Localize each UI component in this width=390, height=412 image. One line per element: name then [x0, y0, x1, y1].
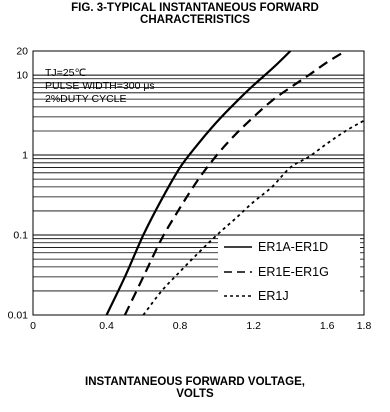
series-line-er1e-er1g	[123, 50, 347, 316]
x-axis-label-line2: VOLTS	[176, 388, 214, 400]
condition-tj: TJ=25℃	[45, 67, 86, 79]
x-tick-label: 1.2	[246, 320, 261, 332]
legend-label-er1e-er1g: ER1E-ER1G	[258, 265, 329, 279]
y-tick-label: 1	[22, 150, 28, 162]
x-tick-label: 1.8	[357, 320, 372, 332]
test-conditions: TJ=25℃ PULSE WIDTH=300 μs 2%DUTY CYCLE	[45, 67, 155, 105]
x-tick-labels: 0 0.4 0.8 1.2 1.6 1.8	[30, 320, 371, 332]
x-tick-label: 0.8	[173, 320, 188, 332]
chart-title-line2: CHARACTERISTICS	[140, 14, 250, 26]
x-tick-label: 0	[30, 320, 36, 332]
y-tick-label: 0.01	[8, 310, 29, 322]
x-axis-label-line1: INSTANTANEOUS FORWARD VOLTAGE,	[85, 376, 305, 388]
x-tick-label: 1.6	[320, 320, 335, 332]
series-line-er1j	[142, 119, 365, 316]
legend-label-er1j: ER1J	[258, 289, 289, 303]
y-tick-label: 10	[16, 70, 28, 82]
x-axis-label: INSTANTANEOUS FORWARD VOLTAGE, VOLTS	[0, 376, 390, 400]
chart-title-line1: FIG. 3-TYPICAL INSTANTANEOUS FORWARD	[71, 2, 319, 14]
y-tick-label: 20	[16, 46, 28, 58]
x-tick-label: 0.4	[99, 320, 114, 332]
plot-frame	[32, 50, 365, 316]
y-tick-label: 0.1	[13, 230, 28, 242]
series-lines	[105, 50, 365, 316]
condition-pulse-width: PULSE WIDTH=300 μs	[45, 80, 155, 92]
legend: ER1A-ER1D ER1E-ER1G ER1J	[218, 236, 360, 308]
legend-label-er1a-er1d: ER1A-ER1D	[258, 240, 328, 254]
chart-title: FIG. 3-TYPICAL INSTANTANEOUS FORWARD CHA…	[0, 2, 390, 26]
series-line-er1a-er1d	[105, 50, 292, 316]
y-tick-labels: 20 10 1 0.1 0.01	[8, 46, 29, 322]
condition-duty-cycle: 2%DUTY CYCLE	[45, 93, 127, 105]
